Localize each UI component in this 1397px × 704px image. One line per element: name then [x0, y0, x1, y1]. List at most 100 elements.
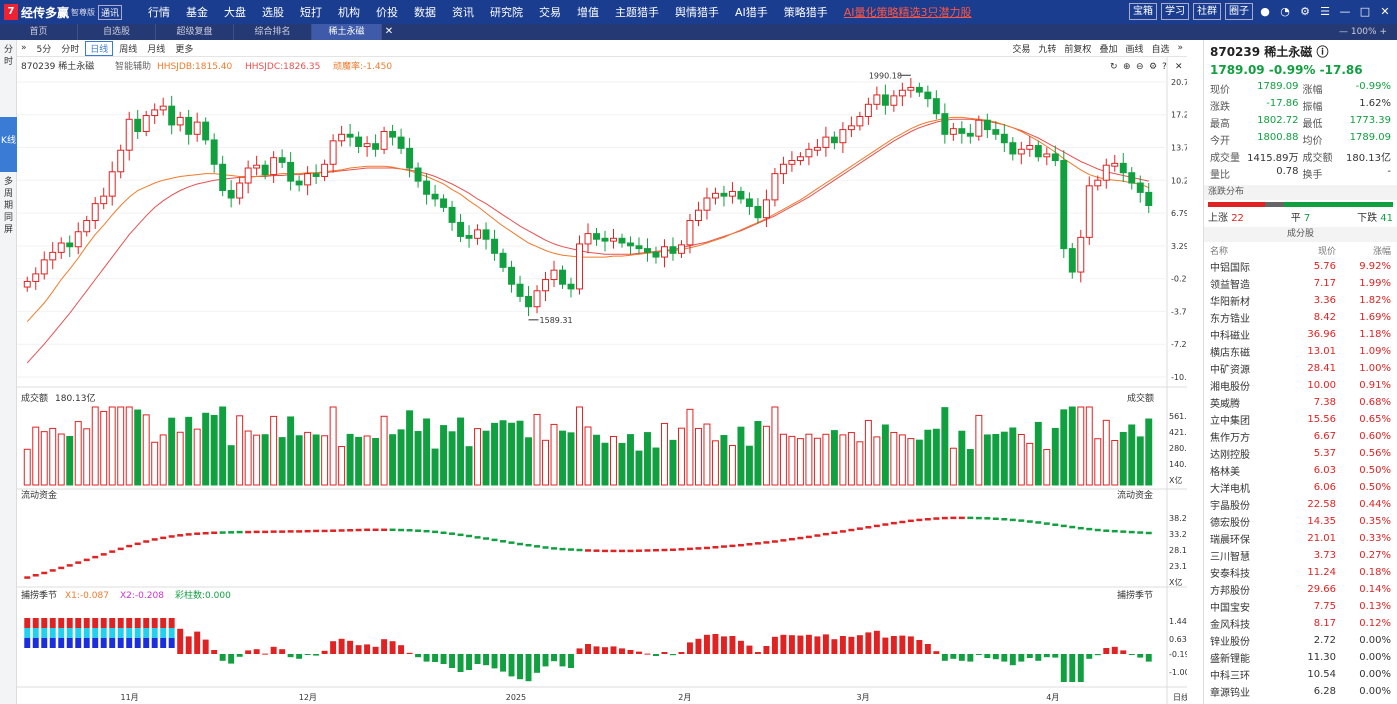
- user-icon[interactable]: ●: [1260, 5, 1270, 18]
- component-row[interactable]: 中科三环 10.54 0.00%: [1204, 666, 1397, 683]
- close-icon[interactable]: ✕: [1380, 5, 1390, 18]
- component-row[interactable]: 三川智慧 3.73 0.27%: [1204, 547, 1397, 564]
- chart-tool-2[interactable]: 前复权: [1064, 44, 1092, 55]
- left-tab-1[interactable]: K线: [0, 117, 17, 172]
- component-row[interactable]: 德宏股份 14.35 0.35%: [1204, 513, 1397, 530]
- refresh-icon[interactable]: ↻: [1110, 62, 1118, 72]
- tab-4[interactable]: 稀土永磁: [312, 24, 382, 40]
- period-label[interactable]: 日线: [1173, 692, 1187, 702]
- close-panel-icon[interactable]: ✕: [1175, 62, 1183, 72]
- left-tab-2[interactable]: 多周期同屏: [3, 177, 13, 235]
- component-row[interactable]: 瑞晨环保 21.01 0.33%: [1204, 530, 1397, 547]
- component-row[interactable]: 领益智造 7.17 1.99%: [1204, 275, 1397, 292]
- chart-tool-3[interactable]: 叠加: [1099, 44, 1118, 55]
- top-button-1[interactable]: 学习: [1161, 3, 1189, 20]
- candle: [652, 246, 660, 264]
- nav-item-11[interactable]: 增值: [577, 6, 599, 19]
- period-5[interactable]: 更多: [175, 44, 194, 55]
- nav-item-4[interactable]: 短打: [300, 6, 322, 19]
- component-row[interactable]: 锌业股份 2.72 0.00%: [1204, 632, 1397, 649]
- component-row[interactable]: 东方锆业 8.42 1.69%: [1204, 309, 1397, 326]
- volume-bar: [1128, 424, 1136, 486]
- component-row[interactable]: 达刚控股 5.37 0.56%: [1204, 445, 1397, 462]
- logo-tag[interactable]: 通讯: [98, 4, 123, 20]
- nav-item-9[interactable]: 研究院: [490, 6, 523, 19]
- candle: [355, 131, 363, 154]
- component-name: 中国宝安: [1210, 603, 1250, 614]
- component-row[interactable]: 中国宝安 7.75 0.13%: [1204, 598, 1397, 615]
- chart-tool-0[interactable]: 交易: [1012, 44, 1031, 55]
- period-1[interactable]: 分时: [61, 44, 80, 55]
- zoom-control[interactable]: — 100% +: [1338, 27, 1387, 37]
- nav-item-0[interactable]: 行情: [148, 6, 170, 19]
- nav-item-2[interactable]: 大盘: [224, 6, 246, 19]
- zoom-in-icon[interactable]: ⊕: [1123, 62, 1131, 72]
- component-row[interactable]: 立中集团 15.56 0.65%: [1204, 411, 1397, 428]
- help-icon[interactable]: ?: [1162, 62, 1167, 72]
- menu-icon[interactable]: ☰: [1320, 5, 1330, 18]
- component-row[interactable]: 华阳新材 3.36 1.82%: [1204, 292, 1397, 309]
- settings-icon[interactable]: ⚙: [1149, 62, 1157, 72]
- maximize-icon[interactable]: □: [1359, 5, 1371, 18]
- nav-item-5[interactable]: 机构: [338, 6, 360, 19]
- component-row[interactable]: 横店东磁 13.01 1.09%: [1204, 343, 1397, 360]
- component-change: 1.99%: [1359, 278, 1391, 289]
- candle: [720, 185, 728, 207]
- gear-icon[interactable]: ⚙: [1300, 5, 1310, 18]
- component-name: 东方锆业: [1210, 314, 1250, 325]
- top-button-3[interactable]: 圈子: [1225, 3, 1253, 20]
- minimize-icon[interactable]: —: [1339, 5, 1351, 18]
- nav-item-15[interactable]: 策略猎手: [783, 6, 828, 19]
- info-icon[interactable]: ⓘ: [1316, 45, 1329, 59]
- component-row[interactable]: 方邦股份 29.66 0.14%: [1204, 581, 1397, 598]
- osc-bar: [185, 636, 192, 654]
- tab-3[interactable]: 综合排名: [234, 24, 312, 40]
- nav-item-6[interactable]: 价投: [376, 6, 398, 19]
- component-row[interactable]: 英威腾 7.38 0.68%: [1204, 394, 1397, 411]
- component-row[interactable]: 格林美 6.03 0.50%: [1204, 462, 1397, 479]
- component-change: 1.09%: [1359, 346, 1391, 357]
- tab-0[interactable]: 首页: [0, 24, 78, 40]
- collapse-icon[interactable]: »: [21, 43, 27, 53]
- nav-item-3[interactable]: 选股: [262, 6, 284, 19]
- component-row[interactable]: 中科磁业 36.96 1.18%: [1204, 326, 1397, 343]
- component-row[interactable]: 焦作万方 6.67 0.60%: [1204, 428, 1397, 445]
- nav-item-12[interactable]: 主题猎手: [615, 6, 659, 19]
- nav-item-8[interactable]: 资讯: [452, 6, 474, 19]
- component-row[interactable]: 宇晶股份 22.58 0.44%: [1204, 496, 1397, 513]
- component-row[interactable]: 中矿资源 28.41 1.00%: [1204, 360, 1397, 377]
- chart-tool-1[interactable]: 九转: [1038, 44, 1057, 55]
- component-row[interactable]: 金风科技 8.17 0.12%: [1204, 615, 1397, 632]
- nav-item-14[interactable]: AI猎手: [735, 6, 768, 19]
- nav-item-10[interactable]: 交易: [539, 6, 561, 19]
- period-3[interactable]: 周线: [119, 44, 138, 55]
- period-4[interactable]: 月线: [147, 44, 166, 55]
- nav-item-1[interactable]: 基金: [186, 6, 208, 19]
- tab-2[interactable]: 超级复盘: [156, 24, 234, 40]
- top-button-0[interactable]: 宝箱: [1129, 3, 1157, 20]
- tab-close-icon[interactable]: ✕: [384, 26, 394, 37]
- bell-icon[interactable]: ◔: [1280, 5, 1290, 18]
- nav-item-13[interactable]: 舆情猎手: [675, 6, 719, 19]
- nav-item-7[interactable]: 数据: [414, 6, 436, 19]
- component-row[interactable]: 中铝国际 5.76 9.92%: [1204, 258, 1397, 275]
- left-tab-0[interactable]: 分时: [3, 45, 13, 67]
- component-row[interactable]: 章源钨业 6.28 0.00%: [1204, 683, 1397, 700]
- flow-mark: [814, 534, 821, 537]
- top-button-2[interactable]: 社群: [1193, 3, 1221, 20]
- expand-icon[interactable]: »: [1177, 43, 1183, 53]
- component-row[interactable]: 盛新锂能 11.30 0.00%: [1204, 649, 1397, 666]
- component-row[interactable]: 湘电股份 10.00 0.91%: [1204, 377, 1397, 394]
- period-0[interactable]: 5分: [36, 44, 52, 55]
- period-2[interactable]: 日线: [85, 40, 114, 56]
- zoom-out-icon[interactable]: ⊖: [1136, 62, 1144, 72]
- assist-label[interactable]: 智能辅助: [115, 60, 151, 72]
- tab-1[interactable]: 自选股: [78, 24, 156, 40]
- chart-tool-5[interactable]: 自选: [1151, 44, 1170, 55]
- component-row[interactable]: 安泰科技 11.24 0.18%: [1204, 564, 1397, 581]
- component-row[interactable]: 大洋电机 6.06 0.50%: [1204, 479, 1397, 496]
- chart-tool-4[interactable]: 画线: [1125, 44, 1144, 55]
- app-logo[interactable]: 7 经传多赢 智尊版 通讯: [0, 4, 140, 21]
- chart-area[interactable]: 870239 稀土永磁 智能辅助 HHSJDB:1815.40 HHSJDC:1826…: [17, 57, 1187, 704]
- nav-hot-link[interactable]: AI量化策略精选3只潜力股: [843, 6, 972, 19]
